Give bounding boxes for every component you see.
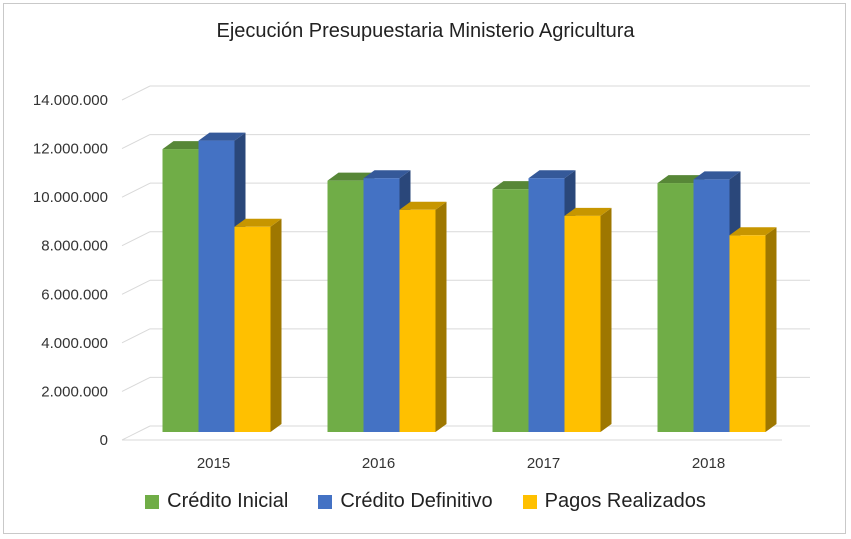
- bar-top: [162, 141, 210, 150]
- gridline-side: [121, 425, 151, 441]
- y-tick-label: 8.000.000: [41, 238, 108, 255]
- bar: [528, 178, 565, 432]
- bar-top: [399, 201, 447, 210]
- bar: [564, 215, 601, 432]
- y-tick-label: 12.000.000: [33, 141, 108, 158]
- y-tick-label: 6.000.000: [41, 286, 108, 303]
- chart-title: Ejecución Presupuestaria Ministerio Agri…: [216, 20, 635, 42]
- legend-item: Crédito Inicial: [145, 490, 288, 513]
- bar-top: [729, 227, 777, 236]
- gridline-side: [121, 182, 151, 198]
- gridline-side: [121, 376, 151, 392]
- bar-top: [528, 170, 576, 179]
- bar-top: [693, 171, 741, 180]
- legend-swatch: [318, 494, 333, 509]
- chart-legend: Crédito Inicial Crédito Definitivo Pagos R…: [0, 490, 851, 513]
- bar-top: [327, 172, 375, 181]
- gridline-side: [121, 231, 151, 247]
- bar: [162, 149, 199, 433]
- gridline-side: [121, 134, 151, 150]
- bar: [492, 189, 529, 432]
- y-tick-label: 14.000.000: [33, 92, 108, 109]
- bar: [327, 180, 364, 432]
- x-tick-label: 2015: [197, 455, 230, 472]
- bar-top: [234, 218, 282, 227]
- bar-side: [600, 207, 612, 432]
- bar: [399, 209, 436, 432]
- y-tick-label: 0: [100, 432, 108, 449]
- bar-top: [564, 207, 612, 216]
- bar-side: [270, 218, 282, 432]
- bar-top: [198, 132, 246, 141]
- bar-top: [657, 175, 705, 184]
- bar-top: [492, 181, 540, 190]
- bar: [729, 235, 766, 432]
- legend-label: Pagos Realizados: [544, 490, 706, 512]
- bar: [363, 178, 400, 432]
- legend-swatch: [522, 494, 537, 509]
- legend-label: Crédito Inicial: [167, 490, 289, 512]
- gridline-side: [121, 328, 151, 344]
- legend-label: Crédito Definitivo: [340, 490, 493, 512]
- x-tick-label: 2017: [527, 455, 560, 472]
- y-tick-label: 4.000.000: [41, 335, 108, 352]
- x-tick-label: 2016: [362, 455, 395, 472]
- gridline-side: [121, 279, 151, 295]
- bar-side: [435, 201, 447, 432]
- bar: [234, 226, 271, 432]
- legend-item: Crédito Definitivo: [318, 490, 493, 513]
- x-tick-label: 2018: [692, 455, 725, 472]
- bar-side: [765, 227, 777, 432]
- bar: [693, 179, 730, 432]
- gridline-side: [121, 85, 151, 101]
- bar: [657, 183, 694, 432]
- bar-top: [363, 170, 411, 179]
- legend-swatch: [145, 494, 160, 509]
- y-tick-label: 2.000.000: [41, 383, 108, 400]
- y-tick-label: 10.000.000: [33, 189, 108, 206]
- legend-item: Pagos Realizados: [522, 490, 706, 513]
- bar: [198, 140, 235, 433]
